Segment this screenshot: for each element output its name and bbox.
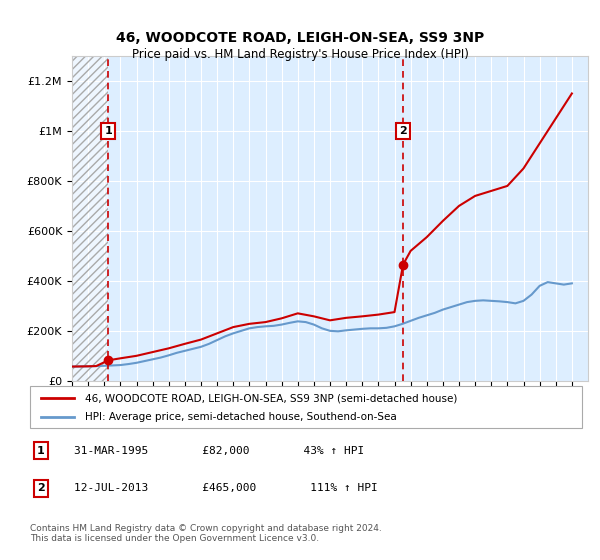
Text: 12-JUL-2013        £465,000        111% ↑ HPI: 12-JUL-2013 £465,000 111% ↑ HPI [74,483,378,493]
Text: 2: 2 [37,483,45,493]
Text: 1: 1 [104,126,112,136]
Text: Price paid vs. HM Land Registry's House Price Index (HPI): Price paid vs. HM Land Registry's House … [131,48,469,60]
Text: 2: 2 [399,126,407,136]
Text: 46, WOODCOTE ROAD, LEIGH-ON-SEA, SS9 3NP (semi-detached house): 46, WOODCOTE ROAD, LEIGH-ON-SEA, SS9 3NP… [85,393,458,403]
Text: Contains HM Land Registry data © Crown copyright and database right 2024.
This d: Contains HM Land Registry data © Crown c… [30,524,382,543]
Bar [72,56,108,381]
Text: 46, WOODCOTE ROAD, LEIGH-ON-SEA, SS9 3NP: 46, WOODCOTE ROAD, LEIGH-ON-SEA, SS9 3NP [116,31,484,45]
FancyBboxPatch shape [30,386,582,428]
Text: 1: 1 [37,446,45,456]
Text: HPI: Average price, semi-detached house, Southend-on-Sea: HPI: Average price, semi-detached house,… [85,412,397,422]
Bar [72,56,108,381]
Text: 31-MAR-1995        £82,000        43% ↑ HPI: 31-MAR-1995 £82,000 43% ↑ HPI [74,446,364,456]
